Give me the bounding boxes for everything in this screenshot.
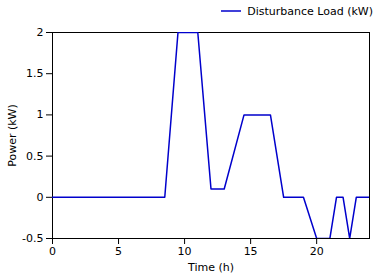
- svg-text:-0.5: -0.5: [22, 232, 43, 245]
- html-text:Disturbance Load (kW): Disturbance Load (kW): [247, 4, 373, 18]
- svg-text:5: 5: [115, 245, 122, 258]
- svg-text:10: 10: [178, 245, 192, 258]
- svg-text:20: 20: [310, 245, 324, 258]
- svg-text:0: 0: [37, 191, 44, 204]
- svg-text:Time (h): Time (h): [187, 261, 234, 274]
- svg-text:0: 0: [49, 245, 56, 258]
- svg-text:1: 1: [37, 108, 44, 121]
- svg-text:0.5: 0.5: [26, 150, 44, 163]
- svg-text:1.5: 1.5: [26, 67, 44, 80]
- svg-text:Power (kW): Power (kW): [6, 104, 19, 167]
- svg-text:15: 15: [244, 245, 258, 258]
- svg-text:2: 2: [37, 26, 44, 39]
